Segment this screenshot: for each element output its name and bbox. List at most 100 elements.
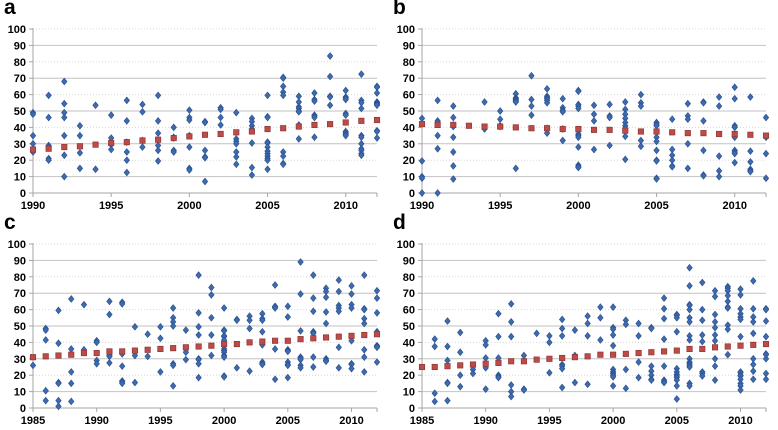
trend-point-square — [418, 363, 426, 371]
trend-point-square — [673, 347, 680, 354]
trend-point-square — [711, 344, 719, 351]
data-point-diamond — [42, 396, 49, 405]
trend-point-square — [700, 130, 707, 137]
data-point-diamond — [699, 331, 706, 339]
data-point-diamond — [750, 360, 757, 369]
trend-point-square — [55, 352, 62, 359]
data-point-diamond — [311, 97, 318, 106]
panel-label-d: d — [393, 211, 406, 234]
data-point-diamond — [42, 386, 49, 395]
data-point-diamond — [119, 300, 126, 308]
data-point-diamond — [29, 361, 37, 370]
panel-a: 0 10 20 30 40 50 60 70 80 90 100 1990 1995 2000 2005 20… — [0, 0, 389, 215]
data-point-diamond — [590, 101, 598, 110]
trend-point-square — [559, 125, 566, 133]
trend-point-square — [80, 350, 88, 357]
data-point-diamond — [61, 172, 68, 181]
trend-point-square — [272, 337, 279, 344]
data-point-diamond — [195, 322, 202, 331]
data-point-diamond — [297, 290, 304, 298]
data-point-diamond — [29, 139, 37, 148]
x-tick-label: 1990 — [84, 415, 108, 427]
y-tick-label: 10 — [403, 387, 415, 399]
data-point-diamond — [373, 286, 381, 295]
data-point-diamond — [271, 375, 279, 384]
data-point-diamond — [326, 101, 334, 110]
axes — [418, 28, 767, 197]
data-point-diamond — [106, 297, 113, 306]
data-point-diamond — [68, 295, 75, 303]
data-point-diamond — [660, 294, 668, 302]
trend-point-square — [259, 338, 266, 345]
data-point-diamond — [186, 116, 193, 124]
data-point-diamond — [637, 90, 645, 99]
scatter-chart-c: 0 10 20 30 40 50 60 70 80 90 100 1985 1990 1995 2000 20… — [8, 239, 381, 427]
data-point-diamond — [737, 315, 744, 324]
data-point-diamond — [660, 304, 668, 313]
data-point-diamond — [348, 290, 355, 298]
data-point-diamond — [750, 367, 757, 375]
data-point-diamond — [246, 316, 253, 325]
data-point-diamond — [373, 343, 381, 352]
data-point-diamond — [450, 113, 457, 122]
trend-series — [418, 340, 770, 371]
data-point-diamond — [457, 328, 464, 337]
data-point-diamond — [457, 382, 464, 391]
trend-point-square — [418, 121, 426, 128]
data-point-diamond — [606, 100, 613, 109]
data-point-diamond — [660, 314, 668, 323]
data-point-diamond — [434, 96, 441, 105]
data-point-diamond — [154, 116, 162, 125]
data-point-diamond — [157, 368, 164, 376]
trend-point-square — [606, 126, 613, 133]
y-tick-label: 100 — [8, 239, 26, 251]
data-point-diamond — [575, 87, 582, 96]
data-point-diamond — [154, 91, 162, 100]
data-point-diamond — [76, 164, 84, 173]
data-point-diamond — [559, 94, 566, 103]
data-point-diamond — [495, 373, 502, 382]
data-point-diamond — [233, 160, 240, 169]
data-point-diamond — [418, 114, 426, 123]
data-point-diamond — [444, 356, 451, 365]
trend-point-square — [195, 343, 202, 350]
data-point-diamond — [195, 309, 202, 317]
data-point-diamond — [55, 339, 62, 348]
data-point-diamond — [431, 342, 438, 351]
trend-point-square — [182, 344, 189, 351]
data-point-diamond — [434, 189, 441, 197]
trend-point-square — [434, 121, 441, 128]
data-point-diamond — [528, 111, 535, 119]
x-tick-label: 2005 — [255, 200, 279, 212]
data-point-diamond — [55, 306, 62, 315]
trend-point-square — [762, 340, 770, 348]
trend-point-square — [520, 358, 527, 365]
trend-series — [29, 331, 381, 361]
data-point-diamond — [271, 345, 279, 353]
tick-labels: 0 10 20 30 40 50 60 70 80 90 100 1985 1990 1995 2000 20… — [397, 239, 753, 427]
y-tick-label: 0 — [20, 188, 26, 200]
data-point-diamond — [233, 363, 241, 372]
data-point-diamond — [358, 151, 365, 160]
x-tick-label: 1990 — [410, 200, 434, 212]
data-point-diamond — [195, 331, 202, 339]
trend-point-square — [559, 354, 566, 362]
data-point-diamond — [609, 382, 617, 390]
data-point-diamond — [208, 351, 215, 360]
data-point-diamond — [311, 113, 318, 122]
data-point-diamond — [217, 113, 224, 122]
data-point-diamond — [322, 319, 330, 328]
data-point-diamond — [724, 304, 731, 312]
data-point-diamond — [762, 305, 770, 314]
x-tick-label: 2005 — [276, 415, 300, 427]
data-point-diamond — [495, 332, 502, 341]
trend-point-square — [684, 130, 691, 137]
data-point-diamond — [762, 174, 770, 183]
data-point-diamond — [622, 98, 629, 106]
axes — [29, 243, 378, 412]
data-point-diamond — [76, 148, 84, 157]
data-point-diamond — [361, 345, 368, 354]
data-point-diamond — [108, 145, 115, 154]
data-point-diamond — [106, 359, 113, 367]
data-point-diamond — [762, 375, 770, 384]
